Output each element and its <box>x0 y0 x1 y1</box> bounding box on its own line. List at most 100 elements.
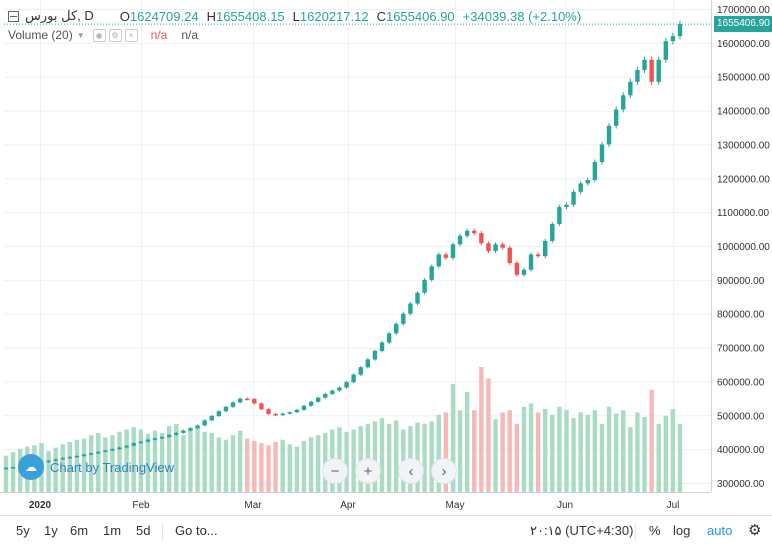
auto-scale-toggle[interactable]: auto <box>707 523 733 538</box>
volume-bar <box>166 426 172 492</box>
volume-bar <box>571 418 576 492</box>
volume-bar <box>507 410 512 492</box>
zoom-in-button[interactable]: + <box>355 458 381 484</box>
x-tick-label: 2020 <box>29 500 52 511</box>
candle-body <box>337 387 342 391</box>
volume-bar <box>216 437 222 492</box>
scroll-left-button[interactable]: ‹ <box>398 458 424 484</box>
candle-body <box>422 279 427 293</box>
low-value: 1620217.12 <box>299 8 369 24</box>
candle-body <box>202 420 207 426</box>
candle-body <box>351 374 356 383</box>
volume-bar <box>301 440 307 492</box>
collapse-legend-icon[interactable] <box>8 10 19 22</box>
volume-bar <box>415 422 420 492</box>
close-value: 1655406.90 <box>385 8 455 24</box>
volume-bar <box>195 427 200 492</box>
volume-bar <box>152 430 158 492</box>
candle-body <box>578 183 583 192</box>
zoom-out-button[interactable]: − <box>322 458 348 484</box>
volume-bar <box>677 423 683 492</box>
gear-icon[interactable]: ⚙ <box>748 522 762 539</box>
candle-body <box>394 323 399 334</box>
volume-bar <box>443 412 449 492</box>
symbol-title[interactable]: کل بورس, D <box>25 8 94 23</box>
chevron-down-icon[interactable]: ▼ <box>76 30 85 40</box>
candle-body <box>46 460 51 463</box>
candle-body <box>592 162 598 180</box>
candle-body <box>372 350 378 360</box>
volume-bar <box>81 438 87 492</box>
candle-body <box>606 125 612 145</box>
candle-body <box>124 445 129 448</box>
volume-bar <box>287 444 292 492</box>
toolbar-divider <box>162 523 163 541</box>
volume-bar <box>628 427 633 492</box>
candle-body <box>528 254 534 270</box>
volume-bar <box>266 445 271 492</box>
candle-body <box>550 223 555 241</box>
volume-bar <box>599 423 605 492</box>
chart-canvas[interactable]: 1700000.00 1600000.00 1500000.00 1400000.00… <box>0 0 772 515</box>
candle-body <box>245 398 250 401</box>
volume-bar <box>521 406 527 492</box>
volume-bar <box>557 406 562 492</box>
range-6m-button[interactable]: 6m <box>70 523 89 538</box>
volume-ma-value: n/a <box>181 28 198 42</box>
candle-body <box>308 401 314 406</box>
candle-body <box>74 455 80 458</box>
volume-bar <box>252 440 257 492</box>
candle-body <box>88 453 94 455</box>
close-icon[interactable]: × <box>124 28 138 42</box>
main-series-legend: کل بورس, D O 1624709.24 H 1655408.15 L 1620… <box>8 8 581 24</box>
percent-scale-toggle[interactable]: % <box>649 523 661 538</box>
volume-bar <box>174 423 179 492</box>
candle-body <box>315 397 321 402</box>
range-5d-button[interactable]: 5d <box>136 523 151 538</box>
timezone-display[interactable]: ۲۰:۱۵ (UTC+4:30) <box>530 523 634 538</box>
candle-body <box>174 432 179 435</box>
volume-bar <box>642 417 647 492</box>
bottom-toolbar: 5y 1y 6m 1m 5d Go to... ۲۰:۱۵ (UTC+4:30)… <box>0 515 772 548</box>
volume-bar <box>457 410 463 492</box>
candle-body <box>287 412 292 414</box>
candle-body <box>585 179 590 184</box>
volume-bar <box>237 430 243 492</box>
volume-bar <box>528 403 534 492</box>
volume-bar <box>663 415 669 492</box>
volume-bar <box>280 439 285 492</box>
range-5y-button[interactable]: 5y <box>16 523 30 538</box>
volume-bar <box>10 452 16 492</box>
volume-bar <box>450 384 456 492</box>
volume-title[interactable]: Volume (20) <box>8 28 73 42</box>
candle-body <box>464 230 470 236</box>
tradingview-watermark[interactable]: ☁ Chart by TradingView <box>18 454 174 480</box>
candle-body <box>472 230 477 234</box>
volume-bar <box>273 442 278 492</box>
candle-body <box>507 247 512 263</box>
volume-bar <box>464 392 470 492</box>
candle-body <box>621 95 626 110</box>
scroll-right-button[interactable]: › <box>431 458 457 484</box>
log-scale-toggle[interactable]: log <box>673 523 691 538</box>
candle-body <box>10 467 16 469</box>
volume-bar <box>472 410 477 492</box>
range-1m-button[interactable]: 1m <box>103 523 122 538</box>
y-tick-label: 1700000.00 <box>717 5 770 16</box>
candle-body <box>280 413 285 416</box>
chart-area[interactable]: 1700000.00 1600000.00 1500000.00 1400000.00… <box>0 0 772 515</box>
range-1y-button[interactable]: 1y <box>44 523 58 538</box>
volume-bar <box>53 447 58 492</box>
candle-body <box>152 438 158 440</box>
settings-icon[interactable]: ⚙ <box>108 28 122 42</box>
volume-bar <box>564 410 569 492</box>
volume-bar <box>294 446 300 492</box>
volume-bar <box>223 439 229 492</box>
goto-button[interactable]: Go to... <box>175 523 218 538</box>
eye-icon[interactable]: ◉ <box>92 28 106 42</box>
volume-bar <box>74 439 80 492</box>
candle-body <box>500 244 505 248</box>
open-value: 1624709.24 <box>129 8 199 24</box>
volume-bar <box>202 431 207 492</box>
candle-body <box>323 393 328 398</box>
